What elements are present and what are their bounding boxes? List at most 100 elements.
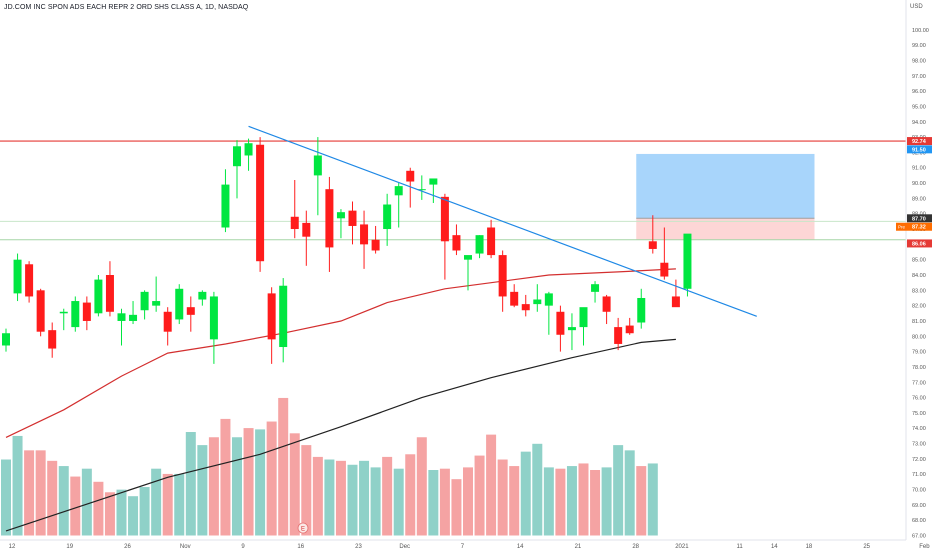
volume-bar xyxy=(116,489,127,536)
volume-bar xyxy=(382,456,393,536)
volume-bar xyxy=(312,456,323,536)
price-tick-label: 92.00 xyxy=(912,150,926,156)
time-tick-label: 12 xyxy=(9,544,16,550)
candle-body xyxy=(325,189,334,248)
moving-averages xyxy=(5,268,676,532)
candle xyxy=(567,313,576,351)
price-tick-label: 89.00 xyxy=(912,196,926,202)
price-tick-label: 72.00 xyxy=(912,457,926,463)
volume-bar xyxy=(81,468,92,536)
candle xyxy=(671,279,680,308)
candle-body xyxy=(198,291,207,300)
price-tick-label: 82.00 xyxy=(912,304,926,310)
candle xyxy=(637,288,646,329)
volume-bar xyxy=(509,466,520,536)
candle-body xyxy=(579,307,588,328)
volume-bar xyxy=(324,459,335,536)
candle-body xyxy=(683,233,692,289)
volume-bar xyxy=(451,479,462,536)
candle xyxy=(360,210,369,269)
time-axis[interactable]: 12 19 26 Nov 9 16 23 Dec 7 14 21 28 2021 11 14 18 25 Feb xyxy=(9,544,931,550)
candle-body xyxy=(71,301,80,328)
volume-bar xyxy=(393,468,404,536)
price-tick-label: 78.00 xyxy=(912,365,926,371)
price-label-text: 86.06 xyxy=(912,241,926,247)
candle xyxy=(429,178,438,203)
candle-body xyxy=(105,275,114,312)
volume-bar xyxy=(162,473,173,536)
time-tick-label: 18 xyxy=(806,544,813,550)
candle-body xyxy=(637,297,646,323)
candle-body xyxy=(648,241,657,249)
volume-bar xyxy=(289,433,300,536)
volume-bar xyxy=(555,468,566,536)
candle-body xyxy=(383,204,392,230)
candle xyxy=(406,167,415,208)
candle xyxy=(140,290,149,320)
volume-bar xyxy=(24,450,35,536)
candle-body xyxy=(82,302,91,321)
volume-bar xyxy=(520,451,531,536)
candle xyxy=(371,225,380,254)
volume-bar xyxy=(601,467,612,536)
candle xyxy=(394,183,403,228)
candle-body xyxy=(591,284,600,292)
candle xyxy=(267,287,276,364)
candle xyxy=(313,137,322,216)
candlesticks xyxy=(2,137,692,364)
long-position-tool[interactable] xyxy=(636,153,815,240)
candle-body xyxy=(452,235,461,251)
candle-body xyxy=(244,143,253,156)
price-label-box xyxy=(907,137,932,146)
candle-body xyxy=(48,330,57,349)
candle xyxy=(556,305,565,352)
volume-bar xyxy=(12,435,23,536)
volume-bar xyxy=(208,437,219,536)
candle xyxy=(117,308,126,346)
candle-body xyxy=(602,296,611,312)
price-tick-label: 84.00 xyxy=(912,273,926,279)
candle xyxy=(2,328,10,352)
candle xyxy=(302,210,311,266)
volume-bar xyxy=(647,463,658,536)
trendline[interactable] xyxy=(248,125,757,317)
candle xyxy=(129,301,138,325)
candle xyxy=(233,140,241,199)
time-tick-label: 28 xyxy=(632,544,639,550)
candle-body xyxy=(175,288,184,320)
event-marker-icon[interactable]: E xyxy=(297,522,309,534)
candle-body xyxy=(429,178,438,185)
candle xyxy=(94,275,103,317)
volume-bar xyxy=(35,450,46,536)
candle-body xyxy=(567,327,576,331)
price-label-box xyxy=(907,145,932,154)
price-tick-label: 91.00 xyxy=(912,166,926,172)
candle xyxy=(464,255,472,291)
candle-body xyxy=(348,210,357,226)
candle-body xyxy=(59,311,68,314)
volume-bar xyxy=(532,443,543,536)
candle-body xyxy=(25,264,34,297)
price-labels: 92.74 91.50 87.70 Pre 87.32 86.06 xyxy=(896,137,932,248)
candle-body xyxy=(152,301,161,306)
price-tick-label: 99.00 xyxy=(912,43,926,49)
candle xyxy=(440,193,449,280)
volume-bar xyxy=(497,459,508,536)
candle-body xyxy=(464,255,472,260)
candle-body xyxy=(129,314,138,321)
volume-bars xyxy=(1,397,658,536)
price-label-text: 91.50 xyxy=(912,147,926,153)
time-tick-label: 9 xyxy=(241,544,245,550)
time-tick-label: 11 xyxy=(737,544,744,550)
volume-bar xyxy=(474,455,485,536)
moving-average-black xyxy=(5,338,676,532)
price-tick-label: 73.00 xyxy=(912,442,926,448)
candle xyxy=(163,307,172,346)
candle xyxy=(591,281,600,303)
price-label-tag-text: Pre xyxy=(898,225,906,230)
volume-bar xyxy=(174,473,185,536)
volume-bar xyxy=(405,454,416,536)
price-tick-label: 70.00 xyxy=(912,488,926,494)
candle-body xyxy=(290,216,299,230)
